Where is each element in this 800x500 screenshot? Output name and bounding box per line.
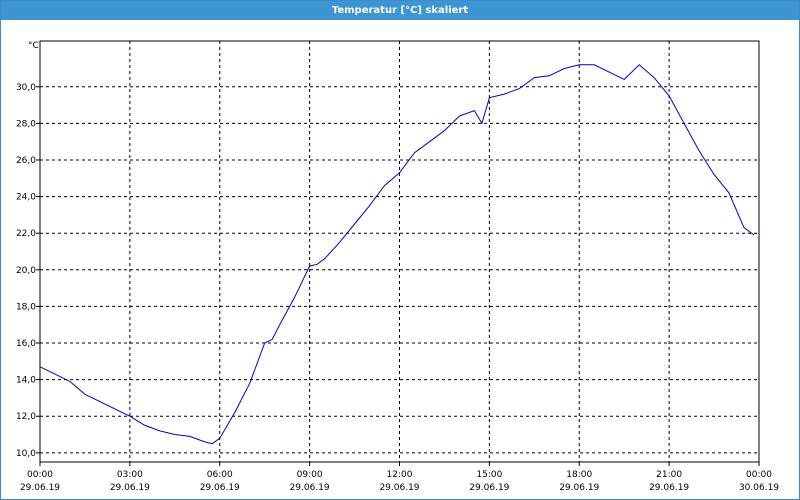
y-tick-label: 18,0 (16, 302, 36, 312)
x-tick-date-label: 29.06.19 (649, 483, 689, 493)
x-tick-date-label: 30.06.19 (739, 483, 779, 493)
x-tick-time-label: 18:00 (566, 470, 592, 480)
y-unit-label: °C (28, 41, 39, 51)
x-tick-time-label: 00:00 (27, 470, 53, 480)
window-title: Temperatur [°C] skaliert (1, 1, 799, 20)
y-tick-label: 26,0 (16, 156, 36, 166)
x-tick-time-label: 03:00 (117, 470, 143, 480)
y-tick-label: 14,0 (16, 376, 36, 386)
y-tick-label: 20,0 (16, 266, 36, 276)
x-tick-time-label: 06:00 (207, 470, 233, 480)
x-tick-date-label: 29.06.19 (379, 483, 419, 493)
temperature-chart: 10,0 12,0 14,0 16,0 18,0 20,0 22,0 24,0 26,0 28,0… (16, 40, 779, 493)
x-tick-date-label: 29.06.19 (290, 483, 330, 493)
x-tick-time-label: 21:00 (656, 470, 682, 480)
x-tick-time-label: 12:00 (387, 470, 413, 480)
y-tick-label: 22,0 (16, 229, 36, 239)
y-tick-label: 24,0 (16, 193, 36, 203)
x-tick-date-label: 29.06.19 (200, 483, 240, 493)
y-tick-label: 10,0 (16, 449, 36, 459)
y-tick-label: 28,0 (16, 119, 36, 129)
y-tick-label: 16,0 (16, 339, 36, 349)
x-tick-date-label: 29.06.19 (469, 483, 509, 493)
y-tick-label: 30,0 (16, 83, 36, 93)
x-tick-time-label: 09:00 (297, 470, 323, 480)
x-tick-time-label: 00:00 (746, 470, 772, 480)
temperature-series-line (39, 64, 755, 445)
plot-frame (39, 40, 760, 463)
x-tick-date-label: 29.06.19 (20, 483, 60, 493)
x-tick-time-label: 15:00 (476, 470, 502, 480)
x-tick-date-label: 29.06.19 (110, 483, 150, 493)
y-tick-label: 12,0 (16, 412, 36, 422)
x-tick-date-label: 29.06.19 (559, 483, 599, 493)
